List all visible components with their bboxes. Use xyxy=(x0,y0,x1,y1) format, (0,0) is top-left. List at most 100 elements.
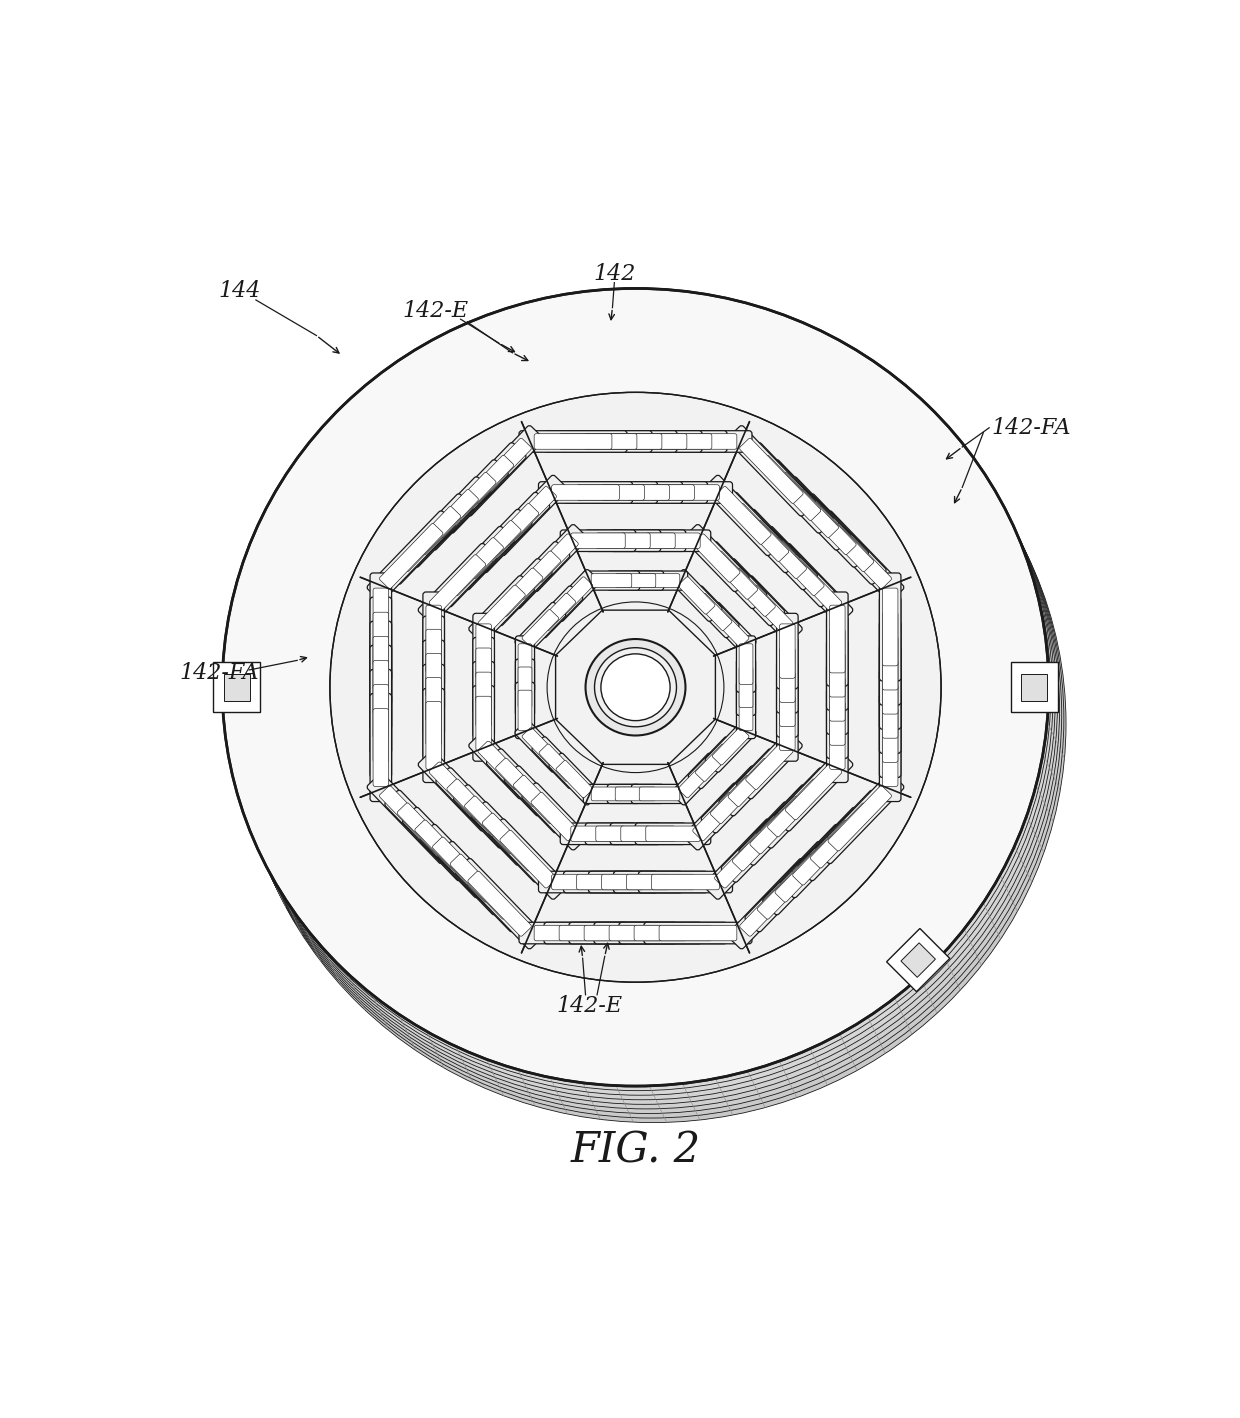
FancyBboxPatch shape xyxy=(651,875,719,889)
FancyBboxPatch shape xyxy=(739,509,817,590)
FancyBboxPatch shape xyxy=(883,661,898,739)
FancyBboxPatch shape xyxy=(455,858,544,949)
FancyBboxPatch shape xyxy=(379,786,443,851)
FancyBboxPatch shape xyxy=(722,492,800,573)
FancyBboxPatch shape xyxy=(531,533,578,583)
Ellipse shape xyxy=(236,316,1061,1113)
FancyBboxPatch shape xyxy=(712,727,749,764)
FancyBboxPatch shape xyxy=(828,523,892,588)
Ellipse shape xyxy=(228,302,1055,1100)
FancyBboxPatch shape xyxy=(601,485,670,501)
FancyBboxPatch shape xyxy=(879,645,901,753)
FancyBboxPatch shape xyxy=(539,744,575,781)
FancyBboxPatch shape xyxy=(750,795,806,854)
FancyBboxPatch shape xyxy=(683,783,749,849)
FancyBboxPatch shape xyxy=(367,773,455,864)
FancyBboxPatch shape xyxy=(615,574,656,587)
FancyBboxPatch shape xyxy=(563,482,657,503)
FancyBboxPatch shape xyxy=(425,605,441,674)
Text: 144: 144 xyxy=(218,281,260,302)
FancyBboxPatch shape xyxy=(828,786,892,851)
FancyBboxPatch shape xyxy=(797,790,887,881)
FancyBboxPatch shape xyxy=(423,689,444,783)
FancyBboxPatch shape xyxy=(728,759,775,807)
FancyBboxPatch shape xyxy=(595,827,650,841)
FancyBboxPatch shape xyxy=(827,615,848,710)
FancyBboxPatch shape xyxy=(503,542,570,608)
Ellipse shape xyxy=(231,306,1058,1105)
FancyBboxPatch shape xyxy=(213,662,260,712)
FancyBboxPatch shape xyxy=(450,455,513,520)
FancyBboxPatch shape xyxy=(489,475,568,556)
FancyBboxPatch shape xyxy=(810,506,874,571)
FancyBboxPatch shape xyxy=(467,438,532,503)
FancyBboxPatch shape xyxy=(651,485,719,501)
FancyBboxPatch shape xyxy=(594,922,702,944)
FancyBboxPatch shape xyxy=(774,543,853,624)
FancyBboxPatch shape xyxy=(454,509,532,590)
FancyBboxPatch shape xyxy=(621,533,676,549)
FancyBboxPatch shape xyxy=(373,588,388,666)
FancyBboxPatch shape xyxy=(583,784,640,804)
FancyBboxPatch shape xyxy=(482,503,539,562)
FancyBboxPatch shape xyxy=(763,824,851,915)
FancyBboxPatch shape xyxy=(423,664,444,759)
FancyBboxPatch shape xyxy=(745,841,833,932)
FancyBboxPatch shape xyxy=(522,525,588,591)
FancyBboxPatch shape xyxy=(737,659,755,716)
FancyBboxPatch shape xyxy=(534,926,611,940)
FancyBboxPatch shape xyxy=(732,503,789,562)
FancyBboxPatch shape xyxy=(429,761,486,820)
FancyBboxPatch shape xyxy=(639,871,733,893)
FancyBboxPatch shape xyxy=(671,570,722,621)
FancyBboxPatch shape xyxy=(446,778,503,837)
FancyBboxPatch shape xyxy=(768,537,825,596)
FancyBboxPatch shape xyxy=(477,742,526,790)
FancyBboxPatch shape xyxy=(696,593,732,631)
FancyBboxPatch shape xyxy=(711,776,758,824)
FancyBboxPatch shape xyxy=(745,442,833,533)
FancyBboxPatch shape xyxy=(739,871,804,936)
FancyBboxPatch shape xyxy=(515,603,565,654)
FancyBboxPatch shape xyxy=(830,630,846,698)
FancyBboxPatch shape xyxy=(420,459,508,550)
FancyBboxPatch shape xyxy=(626,485,694,501)
FancyBboxPatch shape xyxy=(476,696,491,750)
FancyBboxPatch shape xyxy=(423,640,444,735)
FancyBboxPatch shape xyxy=(634,434,712,450)
FancyBboxPatch shape xyxy=(513,776,560,824)
FancyBboxPatch shape xyxy=(534,434,611,450)
Ellipse shape xyxy=(239,325,1066,1123)
FancyBboxPatch shape xyxy=(780,696,795,750)
FancyBboxPatch shape xyxy=(559,434,637,450)
FancyBboxPatch shape xyxy=(556,760,593,798)
FancyBboxPatch shape xyxy=(719,749,785,815)
FancyBboxPatch shape xyxy=(631,571,688,590)
FancyBboxPatch shape xyxy=(610,530,686,552)
FancyBboxPatch shape xyxy=(425,702,441,770)
FancyBboxPatch shape xyxy=(640,574,680,587)
FancyBboxPatch shape xyxy=(472,662,495,737)
FancyBboxPatch shape xyxy=(472,614,495,689)
FancyBboxPatch shape xyxy=(639,482,733,503)
FancyBboxPatch shape xyxy=(414,489,479,554)
FancyBboxPatch shape xyxy=(722,801,800,882)
FancyBboxPatch shape xyxy=(640,787,680,801)
FancyBboxPatch shape xyxy=(827,640,848,735)
FancyBboxPatch shape xyxy=(433,472,496,537)
FancyBboxPatch shape xyxy=(758,854,821,919)
FancyBboxPatch shape xyxy=(373,613,388,691)
FancyBboxPatch shape xyxy=(601,875,670,889)
FancyBboxPatch shape xyxy=(780,807,868,898)
FancyBboxPatch shape xyxy=(455,425,544,516)
FancyBboxPatch shape xyxy=(423,591,444,686)
FancyBboxPatch shape xyxy=(776,638,799,713)
FancyBboxPatch shape xyxy=(646,827,701,841)
FancyBboxPatch shape xyxy=(739,438,804,503)
FancyBboxPatch shape xyxy=(516,659,534,716)
FancyBboxPatch shape xyxy=(701,542,768,608)
FancyBboxPatch shape xyxy=(438,442,526,533)
FancyBboxPatch shape xyxy=(739,644,753,685)
FancyBboxPatch shape xyxy=(594,431,702,452)
FancyBboxPatch shape xyxy=(538,482,632,503)
